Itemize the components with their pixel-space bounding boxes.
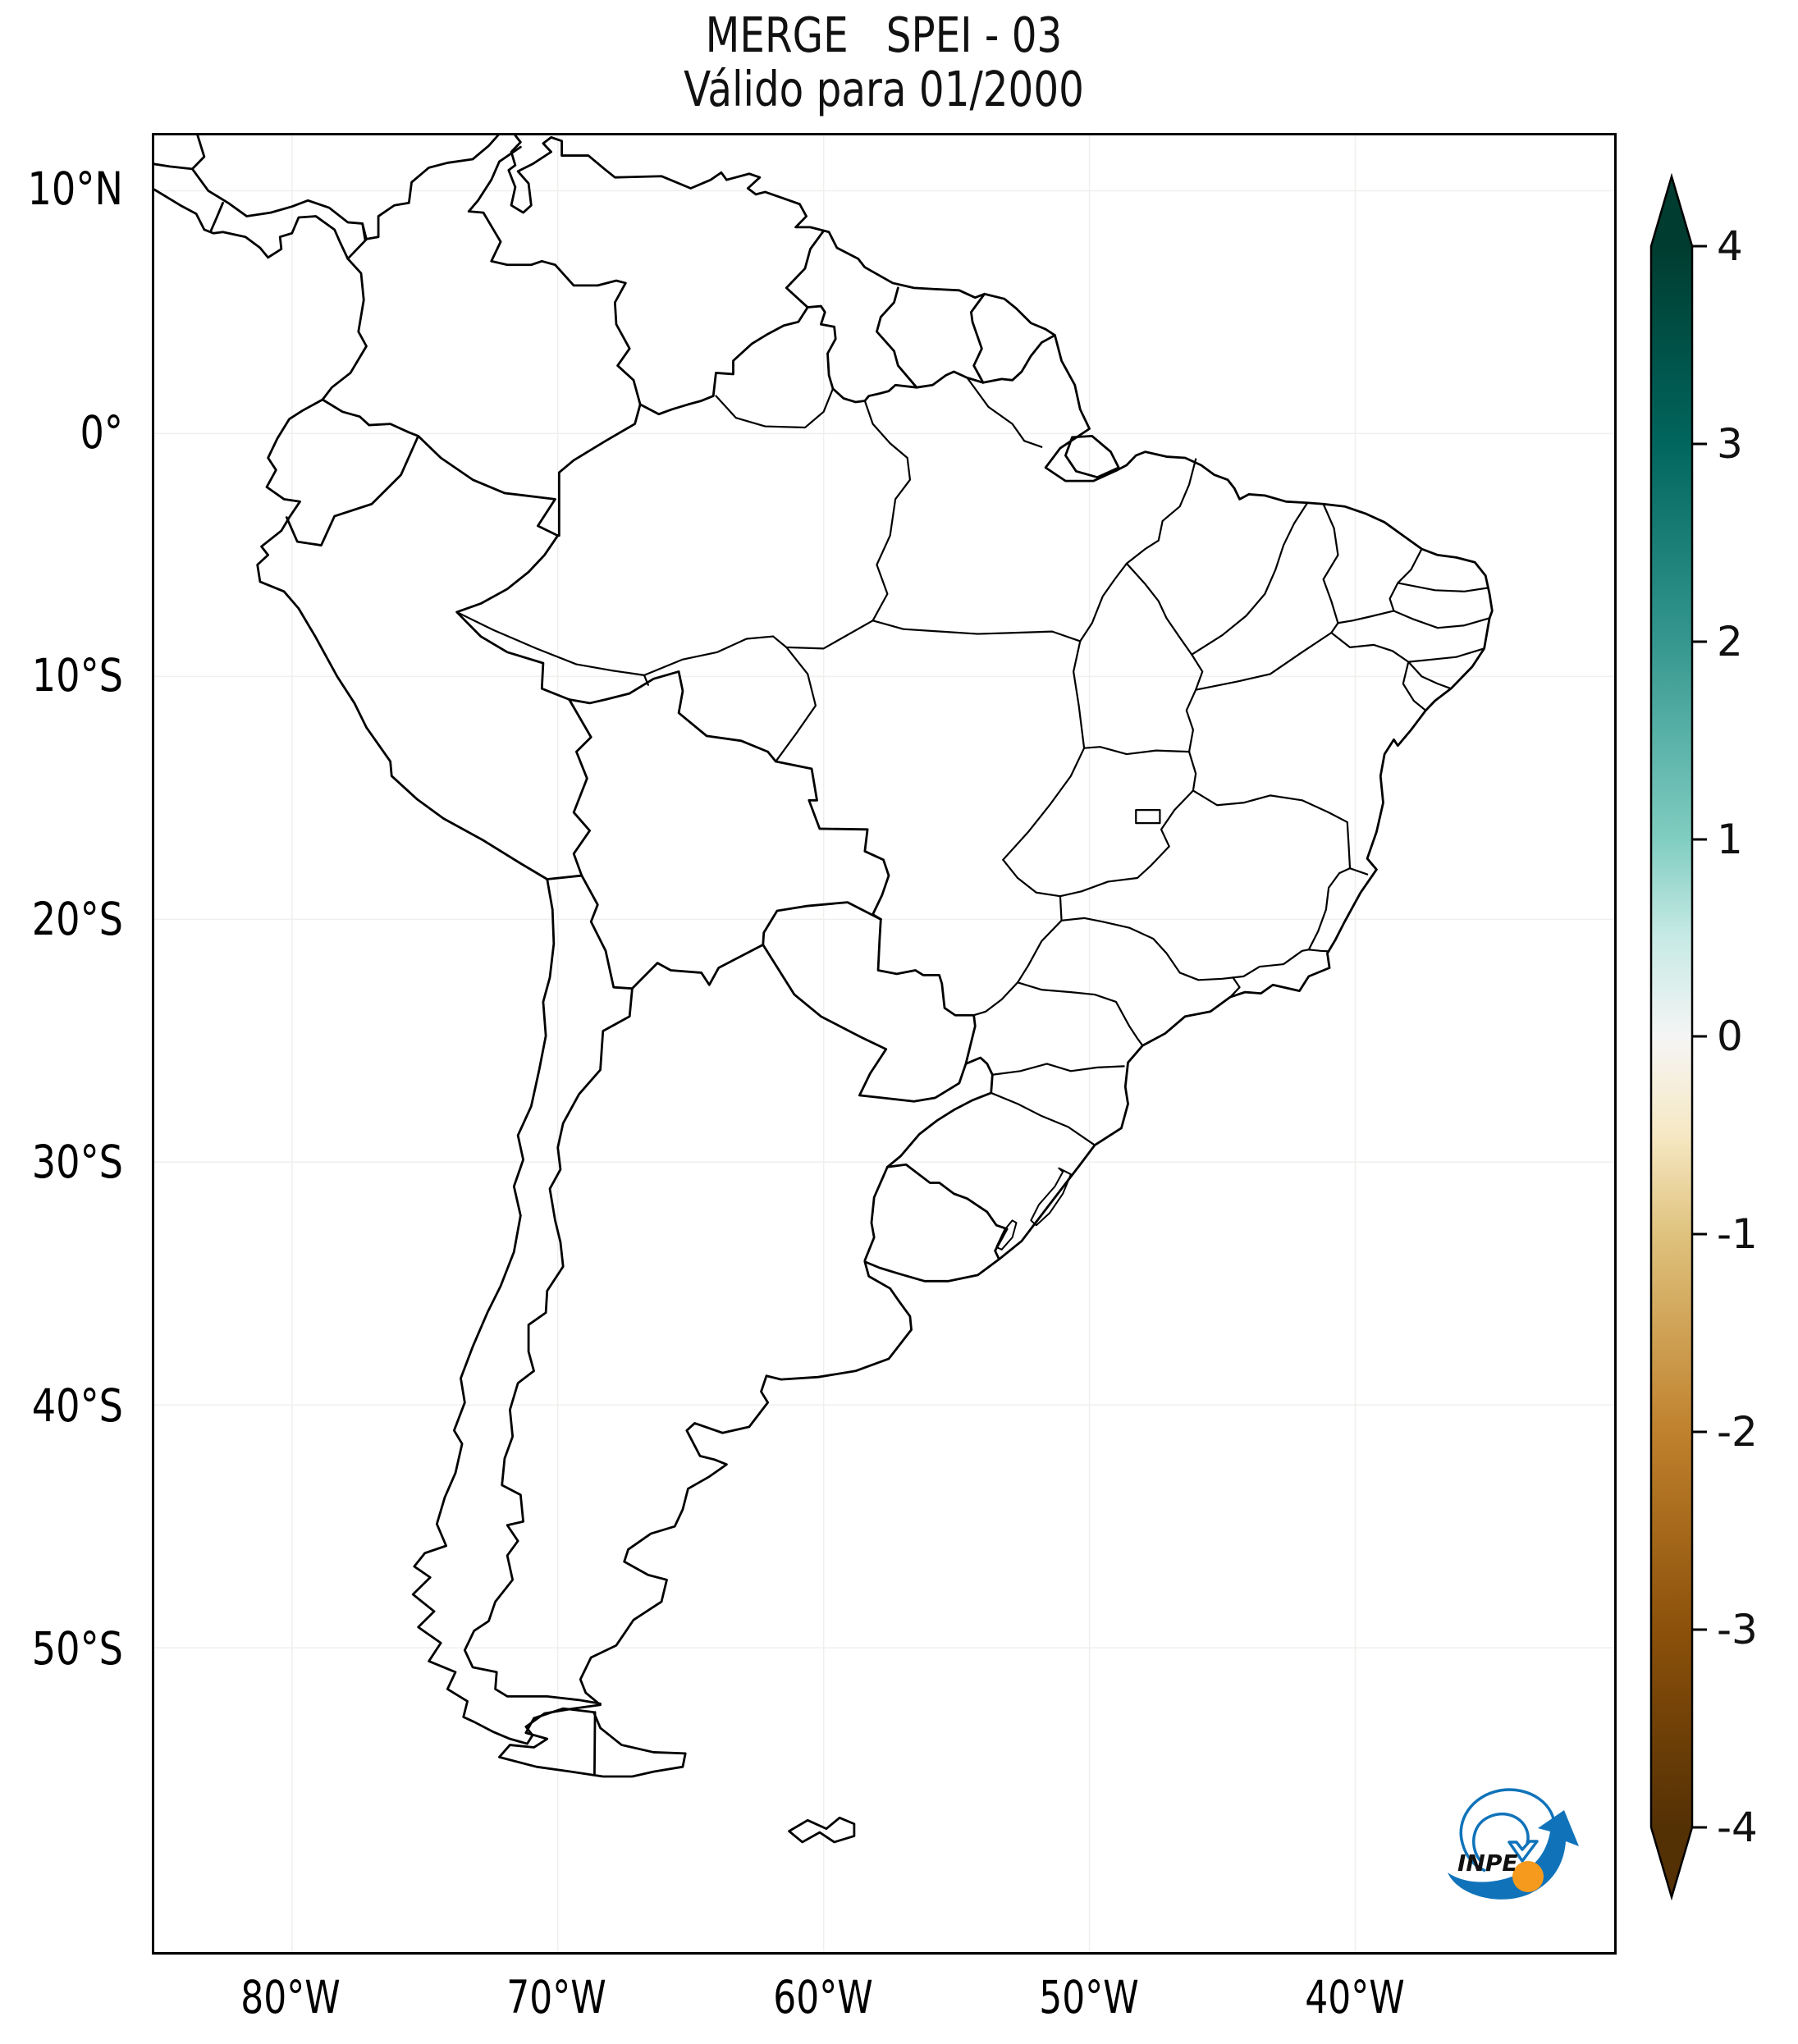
inpe-logo: INPE [1430,1781,1599,1912]
lat-tick-0: 0° [80,406,123,459]
coastline-mainland [154,135,1492,1744]
border-ecuador-peru [286,436,418,545]
lat-tick-10n: 10°N [27,162,123,215]
border-colombia-peru [419,436,558,535]
logo-swoosh-arrow [1448,1810,1579,1900]
colorbar-label-3: 3 [1717,420,1743,468]
coastline-and-borders [154,135,1492,1842]
border-peru-chile [547,876,582,879]
border-paraguay-argentina [763,944,966,1101]
map-axes [152,133,1617,1955]
border-bolivia-paraguay [763,903,881,945]
border-chile-argentina [464,989,632,1704]
logo-orange-ball [1512,1861,1544,1892]
south-atlantic-island [789,1818,854,1842]
colorbar-label-m3: -3 [1717,1606,1758,1653]
border-peru-brazil [457,536,570,700]
colorbar-extend-min [1651,1827,1692,1897]
lon-tick-50w: 50°W [1039,1971,1139,2023]
border-colombia-ecuador [323,400,419,436]
border-paraguay-brazil [878,919,975,1063]
coastline-caribbean [192,135,498,240]
border-brazil-frenchguiana [983,336,1055,383]
border-brazil-suriname [917,372,983,387]
south-america-map [154,135,1614,1952]
colorbar-extend-max [1651,176,1692,246]
border-colombia-venezuela [469,147,640,405]
colorbar-label-0: 0 [1717,1013,1743,1060]
border-brazil-uruguay [887,1164,1007,1259]
logo-spiral-arrowhead [1507,1840,1539,1863]
lon-tick-80w: 80°W [240,1971,341,2023]
colorbar-bar [1649,172,1694,1901]
logo-text: INPE [1457,1850,1518,1877]
lagoa-mirim [996,1220,1016,1250]
border-peru-bolivia [570,699,592,876]
border-suriname-frenchguiana [971,294,984,382]
border-venezuela-brazil [640,308,807,414]
lon-tick-40w: 40°W [1305,1971,1405,2023]
lat-tick-30s: 30°S [31,1136,123,1188]
colorbar-label-4: 4 [1717,222,1743,270]
border-costarica-panama [211,203,223,231]
colorbar-label-m1: -1 [1717,1210,1758,1258]
lagoa-dos-patos [1031,1168,1071,1226]
tdf-border [594,1712,595,1774]
colorbar-label-m2: -2 [1717,1408,1758,1456]
lat-tick-20s: 20°S [31,893,123,945]
lat-tick-40s: 40°S [31,1379,123,1432]
graticule-grid [154,135,1614,1952]
border-venezuela-guyana [786,231,823,307]
border-brazil-guyana [807,306,917,402]
border-panama-colombia [348,223,367,258]
colorbar-tick-labels: 4 3 2 1 0 -1 -2 -3 -4 [1717,222,1758,1851]
border-argentina-uruguay [865,1167,888,1260]
inpe-logo-svg: INPE [1448,1788,1579,1900]
figure-title-line1: MERGE SPEI - 03 [705,7,1063,63]
colorbar-label-1: 1 [1717,816,1743,863]
logo-spiral-outer [1459,1788,1556,1873]
marajo-island [1065,436,1119,477]
border-argentina-brazil [887,1058,992,1167]
lon-tick-60w: 60°W [773,1971,873,2023]
border-bolivia-argentina [632,944,762,988]
tierra-del-fuego [499,1708,685,1776]
border-brazil-bolivia [570,671,889,919]
border-bolivia-chile [582,876,633,989]
colorbar-label-m4: -4 [1717,1804,1758,1851]
border-nicaragua-costarica [154,164,192,169]
lat-tick-10s: 10°S [31,649,123,702]
colorbar-label-2: 2 [1717,618,1743,665]
colorbar: 4 3 2 1 0 -1 -2 -3 -4 [1645,168,1786,1916]
colorbar-ticks [1692,245,1707,1829]
state-borders [457,377,1489,1145]
lat-tick-50s: 50°S [31,1622,123,1675]
logo-spiral-inner [1472,1813,1530,1864]
lon-tick-70w: 70°W [506,1971,606,2023]
figure-title-line2: Válido para 01/2000 [684,61,1084,117]
border-colombia-brazil [558,405,640,536]
colorbar-svg: 4 3 2 1 0 -1 -2 -3 -4 [1649,172,1758,1901]
border-guyana-suriname [876,288,917,387]
